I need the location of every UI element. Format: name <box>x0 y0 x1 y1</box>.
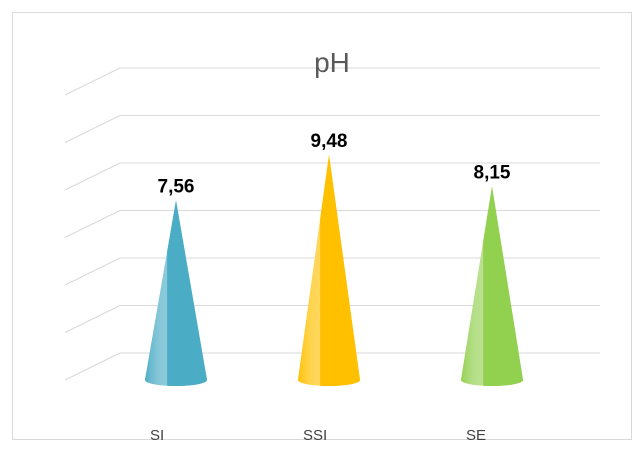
data-label-si: 7,56 <box>158 176 195 197</box>
gridline-side <box>64 162 121 191</box>
gridline-side <box>64 210 121 238</box>
data-label-se: 8,15 <box>474 162 511 183</box>
cone-bar-ssi <box>298 154 360 386</box>
cone-shading <box>298 154 360 386</box>
gridline-side <box>64 115 121 143</box>
cone-shading <box>461 186 523 386</box>
cone-bar-si <box>145 200 207 386</box>
tick-label-ssi: SSI <box>303 427 327 444</box>
cone-bars <box>145 154 523 386</box>
gridline-side <box>64 257 121 286</box>
chart-title: pH <box>314 47 350 78</box>
cone-shading <box>145 200 207 386</box>
tick-label-si: SI <box>150 427 164 444</box>
gridline-side <box>64 352 121 381</box>
gridline-side <box>64 305 121 333</box>
tick-label-se: SE <box>466 427 486 444</box>
gridline-side <box>64 67 121 96</box>
category-ticks: SI SSI SE <box>150 427 486 444</box>
data-label-ssi: 9,48 <box>311 131 348 152</box>
cone-bar-se <box>461 186 523 386</box>
data-labels: 7,56 9,48 8,15 <box>158 131 511 198</box>
